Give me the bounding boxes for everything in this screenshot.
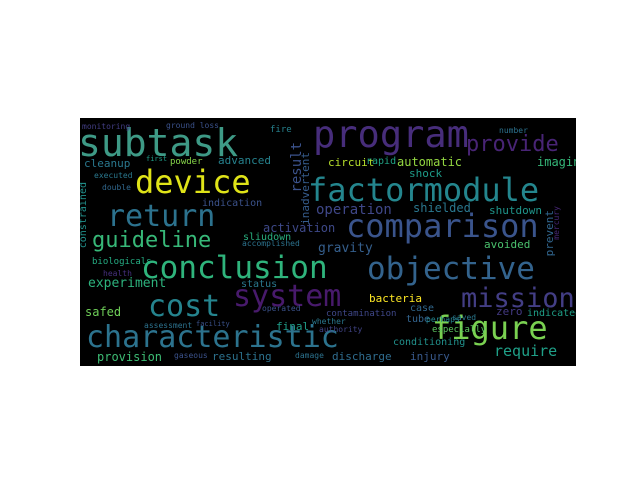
word-device: device (135, 163, 251, 201)
word-perhaps: perhaps (426, 315, 460, 324)
word-factormodule: factormodule (308, 171, 540, 209)
word-avoided: avoided (484, 238, 531, 251)
word-assessment: assessment (144, 321, 193, 330)
word-cloud: program subtask device factormodule prov… (80, 118, 576, 366)
word-indication: indication (202, 198, 263, 209)
word-guideline: guideline (92, 228, 212, 253)
word-provision: provision (97, 350, 163, 364)
word-conclusion: conclusion (141, 250, 328, 286)
word-require: require (494, 342, 558, 360)
word-provide: provide (466, 132, 559, 157)
word-sliudown: sliudown (243, 232, 292, 243)
word-final: final (276, 320, 310, 333)
word-imaging: imaging (537, 155, 576, 169)
word-subtask: subtask (80, 121, 239, 165)
word-especially: especially (432, 325, 487, 335)
word-zero: zero (496, 305, 523, 318)
word-mercury: mercury (552, 206, 561, 240)
word-double: double (102, 183, 131, 192)
word-cleanup: cleanup (84, 157, 131, 170)
word-cost: cost (148, 289, 221, 324)
word-inadvertent: inadvertent (299, 152, 312, 225)
word-experiment: experiment (88, 276, 167, 291)
word-ground-loss: ground loss (166, 121, 219, 130)
word-injury: injury (410, 350, 450, 363)
word-shutdown: shutdown (489, 204, 542, 217)
word-indicated: indicated (527, 308, 576, 319)
word-operated: operated (262, 304, 301, 313)
word-accomplished: accomplished (242, 239, 300, 248)
word-biologicals: biologicals (92, 257, 152, 267)
word-objective: objective (367, 251, 535, 287)
word-contamination: contamination (326, 309, 397, 319)
word-fire: fire (270, 125, 292, 135)
word-circuit: circuit (328, 156, 375, 169)
word-rapid: rapid (366, 156, 397, 167)
word-powder: powder (170, 157, 203, 167)
word-operation: operation (316, 202, 392, 218)
word-shielded: shielded (413, 201, 471, 215)
word-bacteria: bacteria (369, 292, 422, 305)
word-first: first (146, 155, 168, 163)
word-figure: figure (432, 309, 548, 347)
word-monitoring: monitoring (82, 122, 131, 131)
word-comparison: comparison (346, 207, 539, 245)
word-executed: executed (94, 171, 133, 180)
word-return: return (107, 199, 216, 234)
word-number: number (499, 126, 528, 135)
word-automatic: automatic (397, 155, 463, 169)
word-facility: facility (196, 320, 230, 328)
word-saved: saved (452, 313, 477, 322)
word-characteristic: characteristic (86, 320, 339, 355)
word-advanced: advanced (218, 154, 271, 167)
word-case: case (410, 303, 435, 314)
word-gravity: gravity (318, 241, 373, 256)
word-whether: whether (312, 317, 346, 326)
word-system: system (233, 279, 342, 314)
word-resulting: resulting (212, 350, 272, 363)
word-status: status (241, 279, 278, 290)
word-discharge: discharge (332, 350, 392, 363)
word-gaseous: gaseous (174, 351, 208, 360)
word-shock: shock (409, 167, 443, 180)
word-tube: tube (406, 314, 431, 325)
word-mission: mission (461, 283, 575, 314)
word-program: program (313, 118, 469, 156)
word-safed: safed (85, 305, 122, 319)
word-authority: authority (319, 325, 363, 334)
word-damage: damage (295, 351, 324, 360)
word-activation: activation (263, 221, 336, 235)
word-conditioning: conditioning (393, 337, 466, 348)
word-health: health (103, 269, 132, 278)
word-constrained: constrained (80, 182, 89, 249)
